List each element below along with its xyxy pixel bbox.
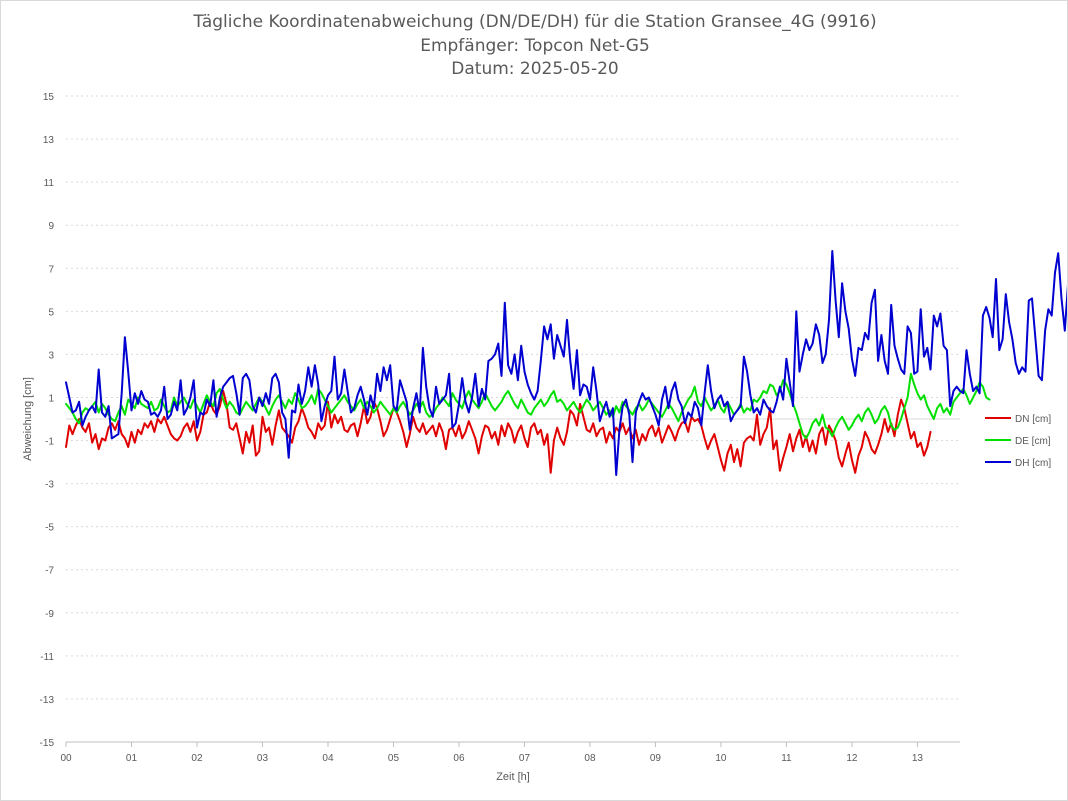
chart-date: Datum: 2025-05-20 [451, 59, 619, 79]
x-tick-label: 11 [781, 753, 792, 764]
x-tick-label: 01 [126, 753, 138, 764]
x-tick-label: 05 [388, 753, 400, 764]
grid-lines [66, 95, 960, 743]
y-tick-label: -15 [40, 738, 55, 749]
x-tick-label: 02 [191, 753, 203, 764]
x-tick-label: 13 [912, 753, 924, 764]
x-tick-label: 12 [846, 753, 858, 764]
legend-label-dh: DH [cm] [1015, 458, 1051, 469]
y-tick-label: -1 [45, 437, 54, 448]
x-tick-label: 07 [519, 753, 531, 764]
x-tick-label: 09 [650, 753, 662, 764]
x-tick-label: 10 [715, 753, 727, 764]
y-tick-label: 9 [48, 221, 54, 232]
y-tick-label: 11 [44, 178, 55, 189]
y-tick-label: 7 [48, 264, 54, 275]
y-tick-label: -7 [45, 566, 54, 577]
y-axis-label: Abweichung [cm] [22, 377, 34, 461]
x-tick-label: 00 [60, 753, 72, 764]
legend: DN [cm] DE [cm] DH [cm] [985, 414, 1051, 469]
y-tick-label: -5 [45, 523, 54, 534]
y-tick-label: 5 [48, 307, 54, 318]
x-tick-label: 04 [322, 753, 334, 764]
legend-label-dn: DN [cm] [1015, 414, 1051, 425]
chart-subtitle: Empfänger: Topcon Net-G5 [420, 36, 650, 56]
y-tick-label: -13 [40, 695, 55, 706]
y-tick-label: -9 [45, 609, 54, 620]
chart-title: Tägliche Koordinatenabweichung (DN/DE/DH… [193, 12, 877, 32]
series-line-de [65, 372, 991, 440]
x-tick-label: 03 [257, 753, 269, 764]
y-tick-label: 1 [48, 393, 54, 404]
x-tick-label: 06 [453, 753, 465, 764]
x-axis-label: Zeit [h] [496, 771, 530, 783]
y-tick-label: 3 [48, 350, 54, 361]
series-line-dh [65, 250, 1067, 476]
y-tick-label: 13 [43, 135, 55, 146]
x-tick-label: 08 [584, 753, 596, 764]
y-tick-label: -11 [40, 652, 54, 663]
y-tick-label: 15 [43, 92, 55, 103]
y-tick-label: -3 [45, 480, 54, 491]
legend-label-de: DE [cm] [1015, 436, 1051, 447]
axes: 15 13 11 9 7 5 3 1 -1 -3 -5 -7 -9 -11 -13 -15 00 01 02 03 04… [40, 92, 960, 764]
series-lines [65, 250, 1067, 476]
